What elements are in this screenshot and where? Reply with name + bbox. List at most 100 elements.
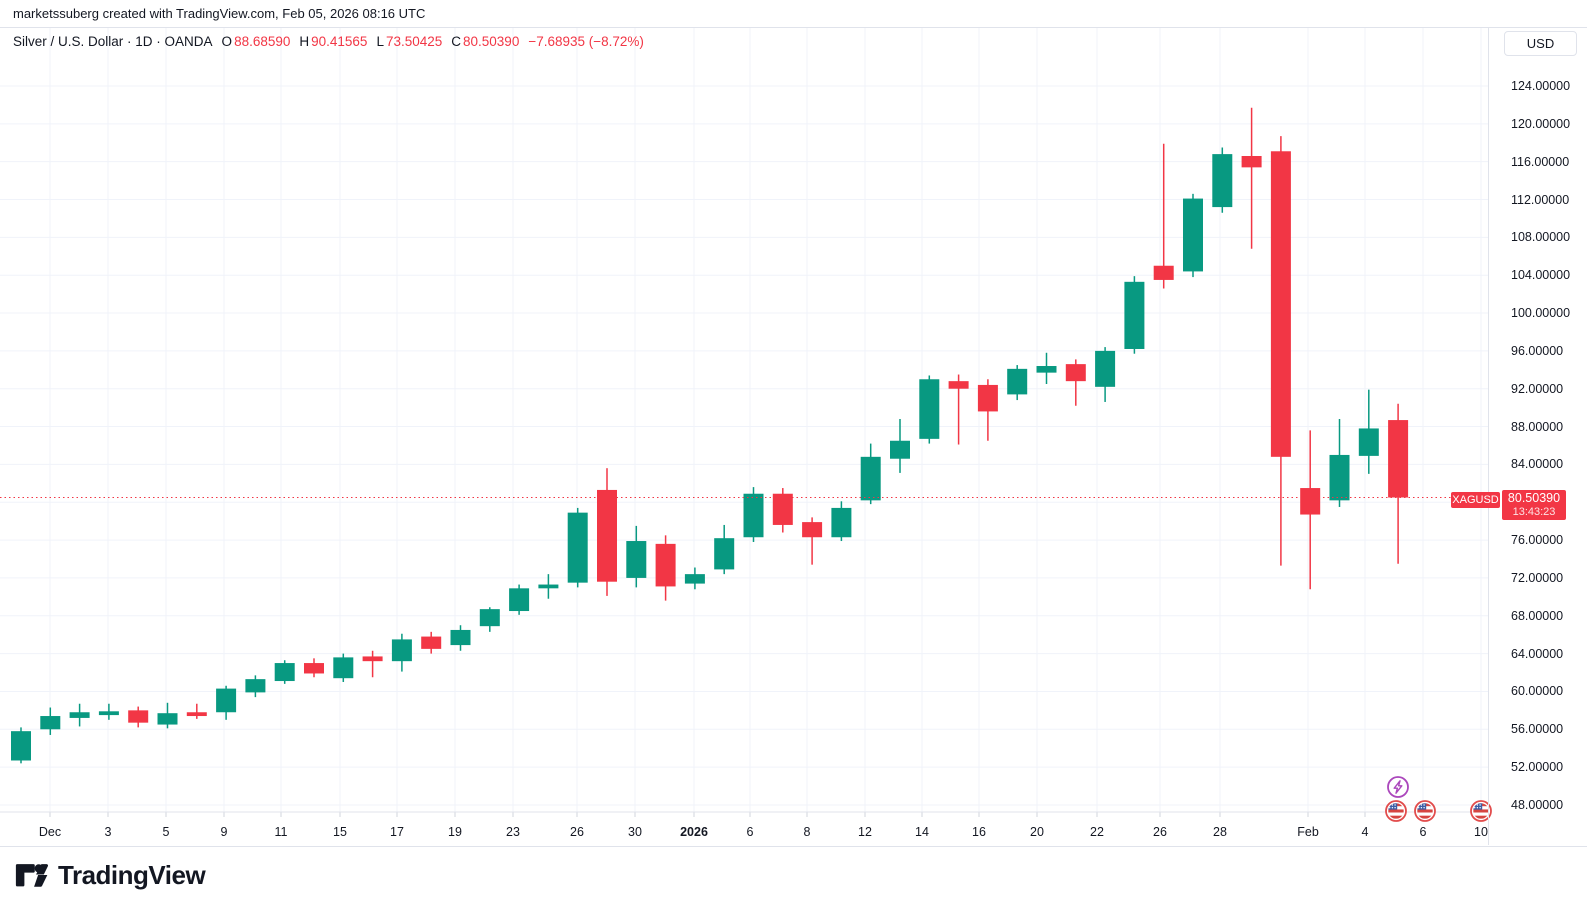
time-tick-label: 14: [915, 825, 929, 839]
price-scale-separator: [1488, 28, 1489, 845]
candle-jan-28[interactable]: [1212, 147, 1233, 213]
time-tick-label: 6: [746, 825, 754, 839]
candle-jan-19[interactable]: [1007, 365, 1028, 401]
ohlc-close: C 80.50390: [451, 34, 520, 49]
candle-jan-20[interactable]: [1036, 352, 1057, 384]
candle-feb-3[interactable]: [1329, 418, 1350, 507]
price-scale[interactable]: USD 124.00000 120.00000 116.00000 112.00000…: [1489, 28, 1587, 845]
candle-jan-12[interactable]: [860, 443, 881, 505]
candle-body: [362, 656, 383, 662]
candle-dec-16[interactable]: [362, 650, 383, 678]
candle-body: [831, 507, 852, 538]
candle-jan-23[interactable]: [1124, 276, 1145, 354]
candle-jan-6[interactable]: [743, 487, 764, 542]
candle-dec-24[interactable]: [538, 574, 559, 599]
candle-dec-10[interactable]: [245, 675, 266, 698]
change-value: −7.68935 (−8.72%): [528, 34, 644, 49]
candle-jan-2[interactable]: [684, 567, 705, 590]
candle-dec-31[interactable]: [655, 535, 676, 601]
candle-dec-3[interactable]: [98, 703, 119, 720]
candle-feb-4[interactable]: [1358, 389, 1379, 474]
last-price-label[interactable]: 80.50390 13:43:23: [1502, 490, 1566, 521]
candle-jan-27[interactable]: [1183, 193, 1203, 278]
price-tick-label: 112.00000: [1511, 192, 1570, 207]
candles: [11, 107, 1409, 764]
us-flag-icon[interactable]: [1470, 800, 1492, 822]
time-tick-label: 23: [506, 825, 520, 839]
candle-dec-1[interactable]: [40, 707, 61, 735]
bar-close-countdown: 13:43:23: [1512, 506, 1556, 519]
candle-body: [684, 574, 705, 584]
candle-dec-26[interactable]: [567, 507, 588, 588]
time-tick-label: 22: [1090, 825, 1104, 839]
candle-body: [245, 679, 266, 693]
candle-body: [421, 636, 442, 649]
candle-jan-8[interactable]: [802, 517, 823, 565]
candle-body: [948, 381, 969, 389]
candle-jan-16[interactable]: [977, 379, 998, 441]
candle-body: [98, 711, 119, 716]
candle-dec-19[interactable]: [450, 625, 471, 651]
candle-dec-12[interactable]: [304, 658, 324, 678]
price-tick-label: 52.00000: [1511, 760, 1564, 775]
candle-feb-2[interactable]: [1300, 430, 1321, 590]
candle-body: [1212, 154, 1233, 208]
candle-nov-28[interactable]: [11, 727, 31, 764]
candle-body: [1124, 281, 1145, 349]
candle-dec-8[interactable]: [186, 703, 207, 719]
candle-dec-15[interactable]: [333, 653, 354, 682]
candle-jan-15[interactable]: [948, 374, 969, 445]
candle-jan-14[interactable]: [919, 375, 940, 444]
time-scale[interactable]: Dec 3 5 9 11 15 17 19 23 26 30 2026 6 8 12 14 16 20 22 26 28…: [0, 820, 1488, 845]
candle-body: [538, 584, 559, 589]
time-tick-label: 6: [1419, 825, 1427, 839]
candle-dec-2[interactable]: [69, 703, 90, 727]
candle-jan-9[interactable]: [831, 501, 852, 542]
price-tick-label: 68.00000: [1511, 608, 1564, 623]
candle-dec-17[interactable]: [391, 633, 412, 672]
price-tick-label: 100.00000: [1511, 306, 1571, 321]
candle-dec-30[interactable]: [626, 525, 647, 588]
candle-jan-13[interactable]: [890, 418, 910, 473]
candle-body: [304, 663, 324, 674]
lightning-icon[interactable]: [1387, 776, 1409, 798]
us-flag-icon[interactable]: [1414, 800, 1436, 822]
us-flag-icon[interactable]: [1385, 800, 1407, 822]
tradingview-logo[interactable]: TradingView: [14, 860, 206, 891]
candle-jan-30[interactable]: [1270, 136, 1291, 566]
candle-dec-4[interactable]: [128, 706, 149, 728]
candle-dec-5[interactable]: [157, 702, 178, 729]
candle-jan-29[interactable]: [1241, 107, 1262, 249]
candle-dec-22[interactable]: [479, 607, 500, 632]
candle-body: [333, 657, 354, 679]
candle-dec-23[interactable]: [509, 584, 530, 615]
candle-body: [1388, 420, 1409, 498]
candle-body: [450, 629, 471, 646]
price-tick-label: 88.00000: [1511, 419, 1564, 434]
currency-button[interactable]: USD: [1504, 31, 1577, 56]
time-tick-label: 17: [390, 825, 404, 839]
symbol-title[interactable]: Silver / U.S. Dollar · 1D · OANDA: [13, 34, 213, 49]
time-tick-label: 19: [448, 825, 462, 839]
candle-body: [860, 456, 881, 501]
candle-body: [655, 543, 676, 587]
price-tick-label: 116.00000: [1511, 154, 1570, 169]
candle-dec-29[interactable]: [597, 468, 617, 596]
attribution-bar: marketssuberg created with TradingView.c…: [0, 0, 1587, 28]
candle-dec-18[interactable]: [421, 631, 442, 654]
price-tick-label: 120.00000: [1511, 116, 1571, 131]
candle-jan-7[interactable]: [772, 488, 793, 533]
price-chart[interactable]: [0, 0, 1587, 845]
candle-jan-22[interactable]: [1095, 347, 1116, 402]
tradingview-logo-text: TradingView: [58, 860, 206, 890]
candle-jan-26[interactable]: [1153, 143, 1174, 289]
candle-jan-5[interactable]: [714, 524, 735, 575]
candle-dec-11[interactable]: [274, 660, 295, 684]
price-tick-label: 96.00000: [1511, 343, 1564, 358]
candle-body: [1241, 156, 1262, 168]
candle-jan-21[interactable]: [1065, 359, 1086, 406]
candle-feb-5[interactable]: [1388, 403, 1409, 564]
candle-dec-9[interactable]: [216, 685, 237, 720]
candle-body: [597, 489, 617, 582]
